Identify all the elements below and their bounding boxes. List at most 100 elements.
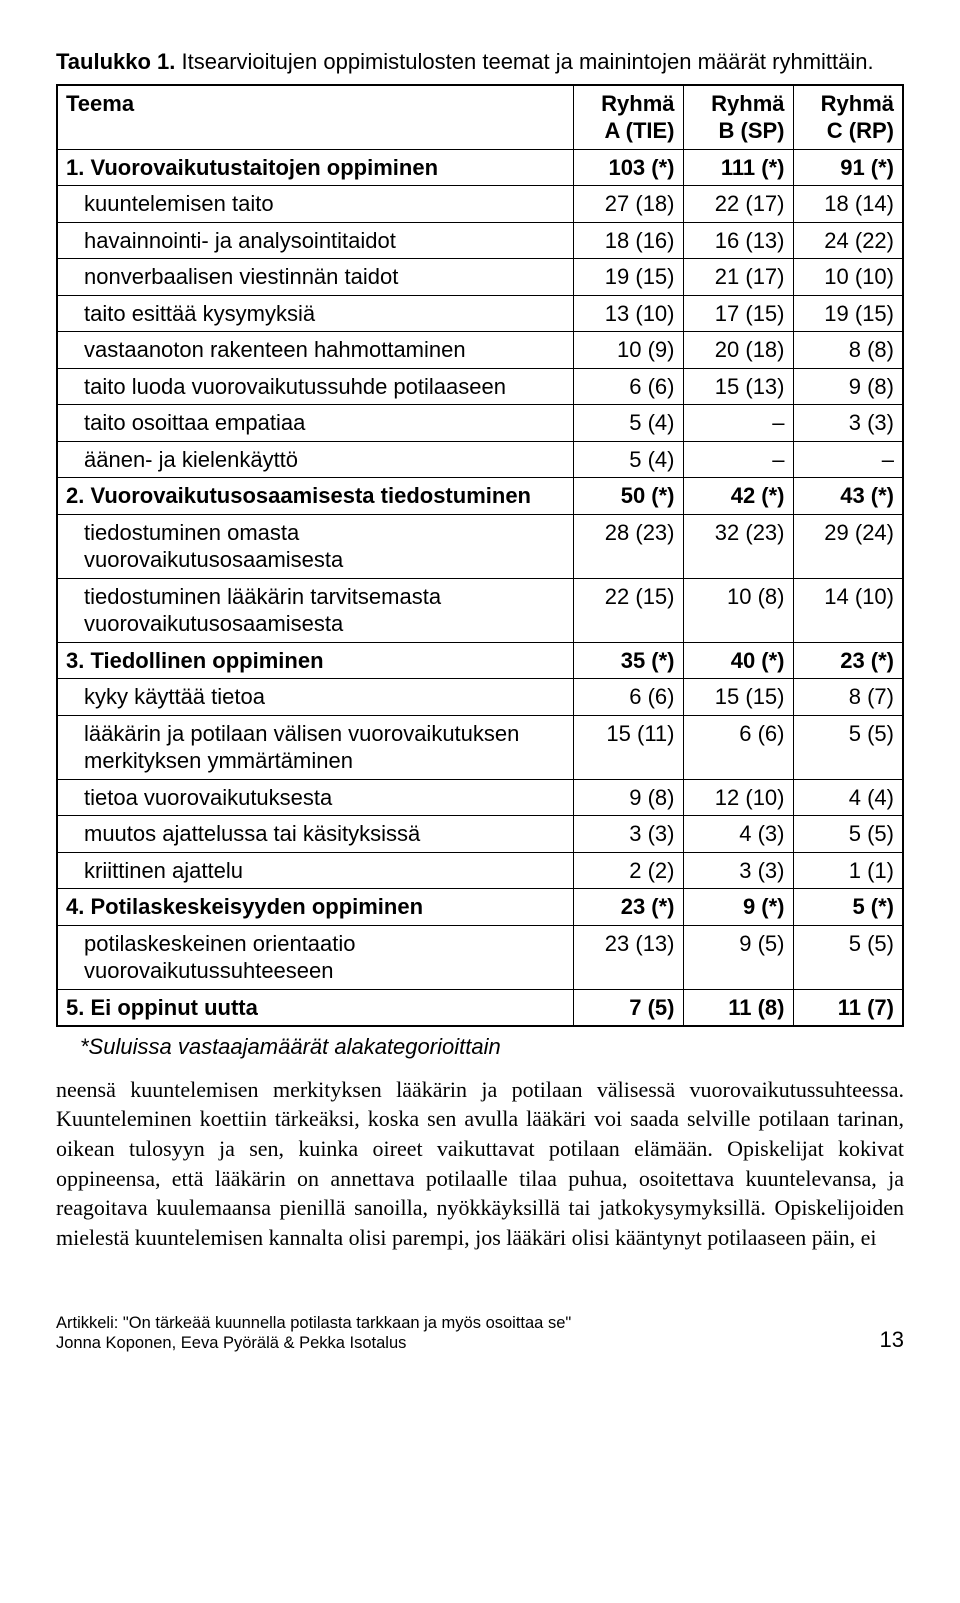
row-value: 3 (3) bbox=[793, 405, 903, 442]
row-label: kyky käyttää tietoa bbox=[57, 679, 573, 716]
row-value: 9 (8) bbox=[793, 368, 903, 405]
row-label: havainnointi- ja analysointitaidot bbox=[57, 222, 573, 259]
table-row: 5. Ei oppinut uutta7 (5)11 (8)11 (7) bbox=[57, 989, 903, 1026]
table-row: tiedostuminen lääkärin tarvitsemasta vuo… bbox=[57, 578, 903, 642]
table-body: 1. Vuorovaikutustaitojen oppiminen103 (*… bbox=[57, 149, 903, 1026]
row-label: 3. Tiedollinen oppiminen bbox=[57, 642, 573, 679]
row-value: 5 (5) bbox=[793, 816, 903, 853]
row-label: tietoa vuorovaikutuksesta bbox=[57, 779, 573, 816]
row-value: 10 (10) bbox=[793, 259, 903, 296]
body-paragraph: neensä kuuntelemisen merkityksen lääkäri… bbox=[56, 1075, 904, 1253]
row-label: muutos ajattelussa tai käsityksissä bbox=[57, 816, 573, 853]
row-value: 29 (24) bbox=[793, 514, 903, 578]
row-value: 1 (1) bbox=[793, 852, 903, 889]
row-value: 14 (10) bbox=[793, 578, 903, 642]
row-label: taito esittää kysymyksiä bbox=[57, 295, 573, 332]
caption-lead: Taulukko 1. bbox=[56, 49, 175, 74]
results-table: Teema RyhmäA (TIE) RyhmäB (SP) RyhmäC (R… bbox=[56, 84, 904, 1028]
row-value: 6 (6) bbox=[573, 368, 683, 405]
row-label: potilaskeskeinen orientaatio vuorovaikut… bbox=[57, 925, 573, 989]
row-value: 103 (*) bbox=[573, 149, 683, 186]
row-value: 7 (5) bbox=[573, 989, 683, 1026]
row-value: 8 (8) bbox=[793, 332, 903, 369]
row-label: lääkärin ja potilaan välisen vuorovaikut… bbox=[57, 715, 573, 779]
row-value: 19 (15) bbox=[573, 259, 683, 296]
row-label: 2. Vuorovaikutusosaamisesta tiedostumine… bbox=[57, 478, 573, 515]
row-value: 12 (10) bbox=[683, 779, 793, 816]
footer-left: Artikkeli: "On tärkeää kuunnella potilas… bbox=[56, 1313, 571, 1354]
row-value: 4 (4) bbox=[793, 779, 903, 816]
table-row: kuuntelemisen taito27 (18)22 (17)18 (14) bbox=[57, 186, 903, 223]
table-row: tietoa vuorovaikutuksesta9 (8)12 (10)4 (… bbox=[57, 779, 903, 816]
row-value: 43 (*) bbox=[793, 478, 903, 515]
caption-rest: Itsearvioitujen oppimistulosten teemat j… bbox=[175, 49, 873, 74]
row-value: 4 (3) bbox=[683, 816, 793, 853]
row-label: taito luoda vuorovaikutussuhde potilaase… bbox=[57, 368, 573, 405]
row-value: 8 (7) bbox=[793, 679, 903, 716]
table-row: 1. Vuorovaikutustaitojen oppiminen103 (*… bbox=[57, 149, 903, 186]
page-number: 13 bbox=[880, 1326, 904, 1354]
row-value: 13 (10) bbox=[573, 295, 683, 332]
row-value: 23 (13) bbox=[573, 925, 683, 989]
table-header-row: Teema RyhmäA (TIE) RyhmäB (SP) RyhmäC (R… bbox=[57, 85, 903, 150]
table-footnote: *Suluissa vastaajamäärät alakategorioitt… bbox=[80, 1033, 904, 1061]
col-c: RyhmäC (RP) bbox=[793, 85, 903, 150]
row-value: 91 (*) bbox=[793, 149, 903, 186]
row-value: 18 (14) bbox=[793, 186, 903, 223]
col-a: RyhmäA (TIE) bbox=[573, 85, 683, 150]
row-label: nonverbaalisen viestinnän taidot bbox=[57, 259, 573, 296]
row-value: 15 (13) bbox=[683, 368, 793, 405]
row-value: 21 (17) bbox=[683, 259, 793, 296]
row-value: 5 (4) bbox=[573, 441, 683, 478]
row-label: tiedostuminen lääkärin tarvitsemasta vuo… bbox=[57, 578, 573, 642]
row-value: 35 (*) bbox=[573, 642, 683, 679]
page-footer: Artikkeli: "On tärkeää kuunnella potilas… bbox=[56, 1313, 904, 1354]
row-value: 28 (23) bbox=[573, 514, 683, 578]
row-value: 23 (*) bbox=[793, 642, 903, 679]
row-value: 18 (16) bbox=[573, 222, 683, 259]
table-row: 3. Tiedollinen oppiminen35 (*)40 (*)23 (… bbox=[57, 642, 903, 679]
row-value: 111 (*) bbox=[683, 149, 793, 186]
table-row: tiedostuminen omasta vuorovaikutusosaami… bbox=[57, 514, 903, 578]
row-value: – bbox=[683, 441, 793, 478]
row-label: vastaanoton rakenteen hahmottaminen bbox=[57, 332, 573, 369]
row-value: 50 (*) bbox=[573, 478, 683, 515]
row-value: 5 (5) bbox=[793, 925, 903, 989]
row-value: 32 (23) bbox=[683, 514, 793, 578]
col-b: RyhmäB (SP) bbox=[683, 85, 793, 150]
table-row: kriittinen ajattelu2 (2)3 (3)1 (1) bbox=[57, 852, 903, 889]
table-row: nonverbaalisen viestinnän taidot19 (15)2… bbox=[57, 259, 903, 296]
row-value: – bbox=[793, 441, 903, 478]
row-value: 15 (11) bbox=[573, 715, 683, 779]
row-value: 9 (*) bbox=[683, 889, 793, 926]
table-row: taito luoda vuorovaikutussuhde potilaase… bbox=[57, 368, 903, 405]
row-value: 11 (8) bbox=[683, 989, 793, 1026]
row-value: 20 (18) bbox=[683, 332, 793, 369]
row-value: 9 (5) bbox=[683, 925, 793, 989]
row-label: äänen- ja kielenkäyttö bbox=[57, 441, 573, 478]
table-row: äänen- ja kielenkäyttö5 (4)–– bbox=[57, 441, 903, 478]
row-value: 22 (15) bbox=[573, 578, 683, 642]
row-value: 17 (15) bbox=[683, 295, 793, 332]
row-value: 6 (6) bbox=[573, 679, 683, 716]
row-label: 1. Vuorovaikutustaitojen oppiminen bbox=[57, 149, 573, 186]
footer-article: Artikkeli: "On tärkeää kuunnella potilas… bbox=[56, 1313, 571, 1334]
row-label: taito osoittaa empatiaa bbox=[57, 405, 573, 442]
row-value: 24 (22) bbox=[793, 222, 903, 259]
row-value: 9 (8) bbox=[573, 779, 683, 816]
table-row: kyky käyttää tietoa6 (6)15 (15)8 (7) bbox=[57, 679, 903, 716]
row-label: tiedostuminen omasta vuorovaikutusosaami… bbox=[57, 514, 573, 578]
row-value: 15 (15) bbox=[683, 679, 793, 716]
table-row: havainnointi- ja analysointitaidot18 (16… bbox=[57, 222, 903, 259]
row-value: 42 (*) bbox=[683, 478, 793, 515]
table-row: muutos ajattelussa tai käsityksissä3 (3)… bbox=[57, 816, 903, 853]
row-value: 11 (7) bbox=[793, 989, 903, 1026]
row-value: 5 (*) bbox=[793, 889, 903, 926]
row-label: kuuntelemisen taito bbox=[57, 186, 573, 223]
row-value: 23 (*) bbox=[573, 889, 683, 926]
row-value: 5 (4) bbox=[573, 405, 683, 442]
row-value: – bbox=[683, 405, 793, 442]
table-caption: Taulukko 1. Itsearvioitujen oppimistulos… bbox=[56, 48, 904, 76]
row-label: 4. Potilaskeskeisyyden oppiminen bbox=[57, 889, 573, 926]
row-value: 2 (2) bbox=[573, 852, 683, 889]
